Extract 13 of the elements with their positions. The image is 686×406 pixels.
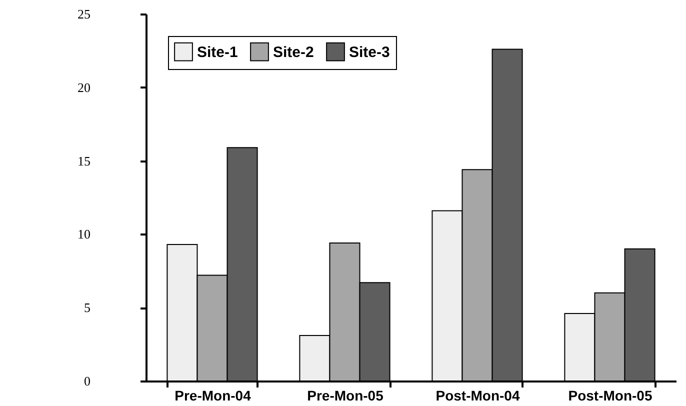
y-tick-label: 0 bbox=[84, 374, 90, 388]
x-tick-label: Pre-Mon-04 bbox=[174, 388, 252, 404]
legend-label: Site-3 bbox=[349, 44, 390, 61]
y-tick-label: 25 bbox=[78, 6, 90, 22]
legend-label: Site-1 bbox=[197, 44, 238, 61]
y-tick-label: 15 bbox=[78, 153, 90, 168]
x-tick-label: Post-Mon-04 bbox=[436, 388, 520, 404]
x-tick-label: Pre-Mon-05 bbox=[307, 388, 384, 404]
y-tick-label: 5 bbox=[84, 300, 90, 316]
x-tick-label: Post-Mon-05 bbox=[568, 388, 652, 404]
legend-label: Site-2 bbox=[273, 44, 314, 61]
y-tick-label: 20 bbox=[78, 80, 90, 95]
y-tick-label: 10 bbox=[78, 226, 90, 242]
